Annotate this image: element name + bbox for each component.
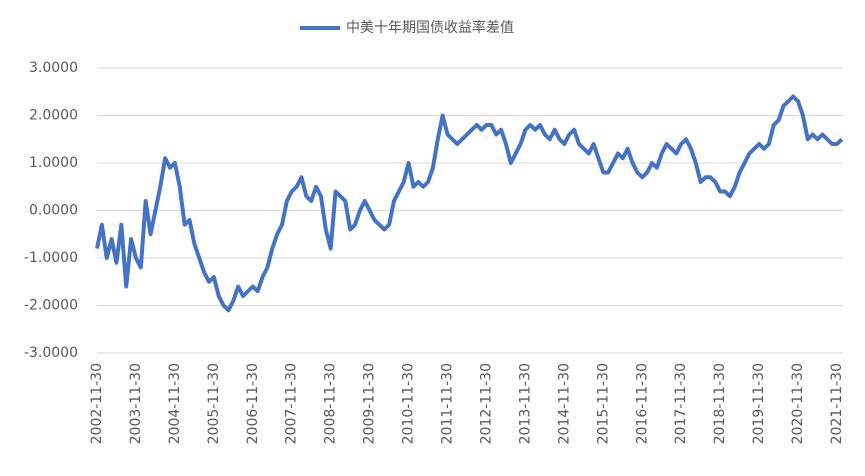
x-tick-label: 2003-11-30 xyxy=(128,363,144,444)
x-tick-label: 2019-11-30 xyxy=(751,363,767,444)
y-tick-label: -3.0000 xyxy=(24,345,78,361)
x-tick-label: 2007-11-30 xyxy=(284,363,300,444)
x-tick-label: 2016-11-30 xyxy=(634,363,650,444)
y-tick-label: 0.0000 xyxy=(29,203,78,219)
y-tick-label: 1.0000 xyxy=(29,155,78,171)
data-line xyxy=(95,94,844,313)
x-tick-label: 2008-11-30 xyxy=(323,363,339,444)
x-tick-label: 2006-11-30 xyxy=(245,363,261,444)
x-tick-label: 2004-11-30 xyxy=(167,363,183,444)
x-tick-label: 2013-11-30 xyxy=(517,363,533,444)
x-tick-label: 2012-11-30 xyxy=(478,363,494,444)
y-tick-label: -2.0000 xyxy=(24,298,78,314)
x-tick-label: 2005-11-30 xyxy=(206,363,222,444)
x-tick-label: 2011-11-30 xyxy=(440,363,456,444)
y-tick-label: 3.0000 xyxy=(29,60,78,76)
y-tick-label: 2.0000 xyxy=(29,108,78,124)
x-tick-label: 2021-11-30 xyxy=(829,363,845,444)
x-tick-label: 2018-11-30 xyxy=(712,363,728,444)
legend-label: 中美十年期国债收益率差值 xyxy=(346,19,514,36)
y-tick-label: -1.0000 xyxy=(24,250,78,266)
x-tick-label: 2009-11-30 xyxy=(362,363,378,444)
x-tick-label: 2002-11-30 xyxy=(89,363,105,444)
x-tick-label: 2015-11-30 xyxy=(595,363,611,444)
x-tick-label: 2020-11-30 xyxy=(790,363,806,444)
x-tick-label: 2010-11-30 xyxy=(401,363,417,444)
x-tick-label: 2014-11-30 xyxy=(556,363,572,444)
x-tick-label: 2017-11-30 xyxy=(673,363,689,444)
